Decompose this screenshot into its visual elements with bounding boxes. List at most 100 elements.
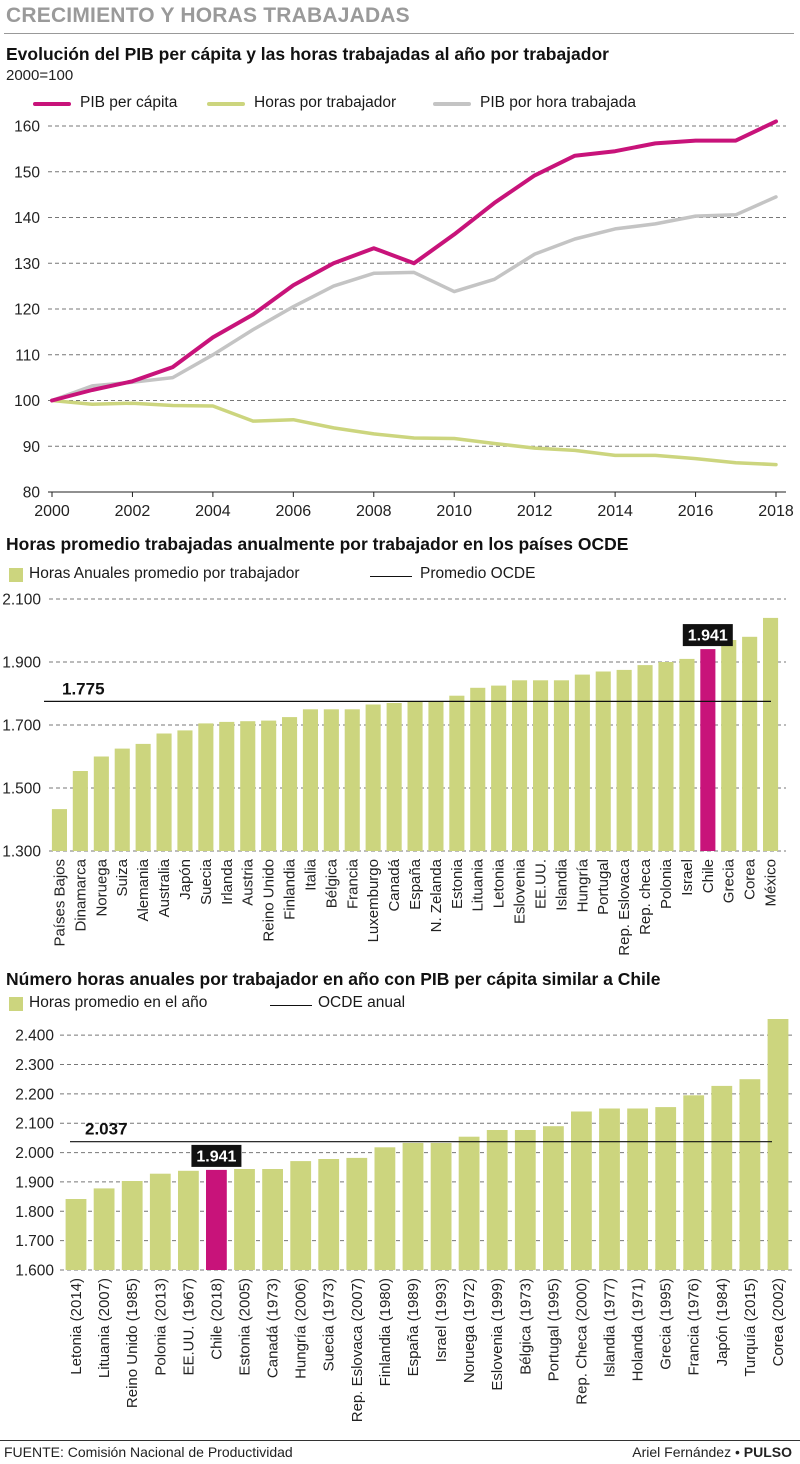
x-tick-label: Grecia xyxy=(721,858,738,903)
x-tick-label: Noruega xyxy=(93,858,110,916)
x-tick-label: Canadá (1973) xyxy=(265,1278,282,1378)
x-tick-label: 2004 xyxy=(195,503,231,520)
bar xyxy=(637,665,653,851)
y-tick-label: 100 xyxy=(14,393,40,410)
x-tick-label: Eslovenia (1999) xyxy=(489,1278,506,1391)
y-tick-label: 2.300 xyxy=(15,1057,54,1074)
bar xyxy=(543,1126,564,1270)
y-tick-label: 1.700 xyxy=(2,718,41,735)
bar-highlight xyxy=(700,649,716,851)
chart1-title: Evolución del PIB per cápita y las horas… xyxy=(6,44,609,64)
x-tick-label: España xyxy=(407,858,424,910)
bar xyxy=(739,1079,761,1270)
bar xyxy=(514,1130,536,1270)
chart3-title: Número horas anuales por trabajador en a… xyxy=(6,969,661,989)
bar xyxy=(344,709,360,852)
x-tick-label: Japón xyxy=(177,859,194,900)
x-tick-label: Polonia xyxy=(658,858,675,909)
bar xyxy=(763,617,779,851)
x-tick-label: 2018 xyxy=(758,503,794,520)
bar xyxy=(683,1095,705,1270)
x-tick-label: Alemania xyxy=(135,858,152,921)
x-tick-label: Holanda (1971) xyxy=(630,1278,647,1381)
legend-label-average: Promedio OCDE xyxy=(420,565,536,582)
x-tick-label: Portugal (1995) xyxy=(545,1278,562,1381)
x-tick-label: Islandia xyxy=(553,858,570,910)
x-tick-label: Eslovenia xyxy=(512,858,529,924)
legend-swatch-horas xyxy=(207,102,245,106)
bar xyxy=(234,1169,255,1270)
bar xyxy=(198,723,214,851)
y-tick-label: 80 xyxy=(23,485,41,502)
x-tick-label: 2012 xyxy=(517,503,553,520)
bar-highlight xyxy=(206,1169,227,1270)
x-tick-label: Suiza xyxy=(114,858,131,896)
y-tick-label: 1.900 xyxy=(15,1174,54,1191)
x-tick-label: 2008 xyxy=(356,503,392,520)
chart1-subtitle: 2000=100 xyxy=(6,67,74,84)
credit: Ariel Fernández • PULSO xyxy=(632,1444,792,1460)
x-tick-label: N. Zelanda xyxy=(428,858,445,932)
bar xyxy=(323,709,339,852)
bar xyxy=(658,662,674,851)
bar xyxy=(149,1173,171,1270)
x-tick-label: Rep. Eslovaca (2007) xyxy=(349,1278,366,1422)
x-tick-label: Austria xyxy=(240,858,257,905)
bar xyxy=(428,701,444,851)
x-tick-label: Chile (2018) xyxy=(208,1278,225,1360)
bar xyxy=(93,1188,115,1270)
y-tick-label: 1.900 xyxy=(2,655,41,672)
x-tick-label: México xyxy=(763,859,780,907)
y-tick-label: 1.300 xyxy=(2,844,41,861)
bar xyxy=(655,1107,677,1270)
x-tick-label: Israel (1993) xyxy=(433,1278,450,1362)
legend-swatch-bars xyxy=(9,568,23,582)
bar xyxy=(93,756,109,851)
bar xyxy=(721,640,737,851)
bar xyxy=(374,1147,396,1270)
bar xyxy=(553,680,569,851)
bar xyxy=(627,1108,648,1270)
legend-label-pib: PIB per cápita xyxy=(80,94,178,111)
bar xyxy=(742,636,758,851)
x-tick-label: Hungría (2006) xyxy=(293,1278,310,1379)
y-tick-label: 150 xyxy=(14,164,40,181)
x-tick-label: Finlandia xyxy=(282,858,299,920)
x-tick-label: Irlanda xyxy=(219,858,236,905)
reference-line-label: 1.775 xyxy=(62,679,105,698)
bar xyxy=(261,720,277,851)
bar xyxy=(365,704,381,851)
series-line-3 xyxy=(50,195,778,403)
bar xyxy=(599,1108,620,1270)
legend-swatch-bars xyxy=(9,997,23,1011)
bar xyxy=(346,1157,368,1270)
x-tick-label: Noruega (1972) xyxy=(461,1278,478,1383)
x-tick-label: Rep. Checa (2000) xyxy=(573,1278,590,1405)
bar xyxy=(178,1170,199,1270)
legend-label-average: OCDE anual xyxy=(318,994,406,1011)
x-tick-label: Francia xyxy=(344,858,361,909)
legend-swatch-average xyxy=(370,576,412,577)
bar xyxy=(767,1019,789,1270)
bar xyxy=(262,1169,283,1270)
highlight-label-box xyxy=(191,1144,242,1167)
bar xyxy=(156,733,172,851)
x-tick-label: Francia (1976) xyxy=(686,1278,703,1376)
x-tick-label: 2016 xyxy=(678,503,714,520)
page-title: CRECIMIENTO Y HORAS TRABAJADAS xyxy=(6,4,410,27)
y-tick-label: 90 xyxy=(23,439,41,456)
x-tick-label: Estonia (2005) xyxy=(237,1278,254,1376)
x-tick-label: EE.UU. xyxy=(532,859,549,909)
y-tick-label: 120 xyxy=(14,302,40,319)
bar xyxy=(386,703,402,851)
x-tick-label: Turquía (2015) xyxy=(742,1278,759,1377)
bar xyxy=(711,1085,733,1270)
x-tick-label: Hungría xyxy=(574,858,591,912)
y-tick-label: 2.200 xyxy=(15,1086,54,1103)
y-tick-label: 130 xyxy=(14,256,40,273)
y-tick-label: 2.100 xyxy=(2,592,41,609)
x-tick-label: Portugal xyxy=(595,859,612,915)
bar xyxy=(574,674,590,851)
bar xyxy=(302,709,318,852)
x-tick-label: 2006 xyxy=(276,503,312,520)
